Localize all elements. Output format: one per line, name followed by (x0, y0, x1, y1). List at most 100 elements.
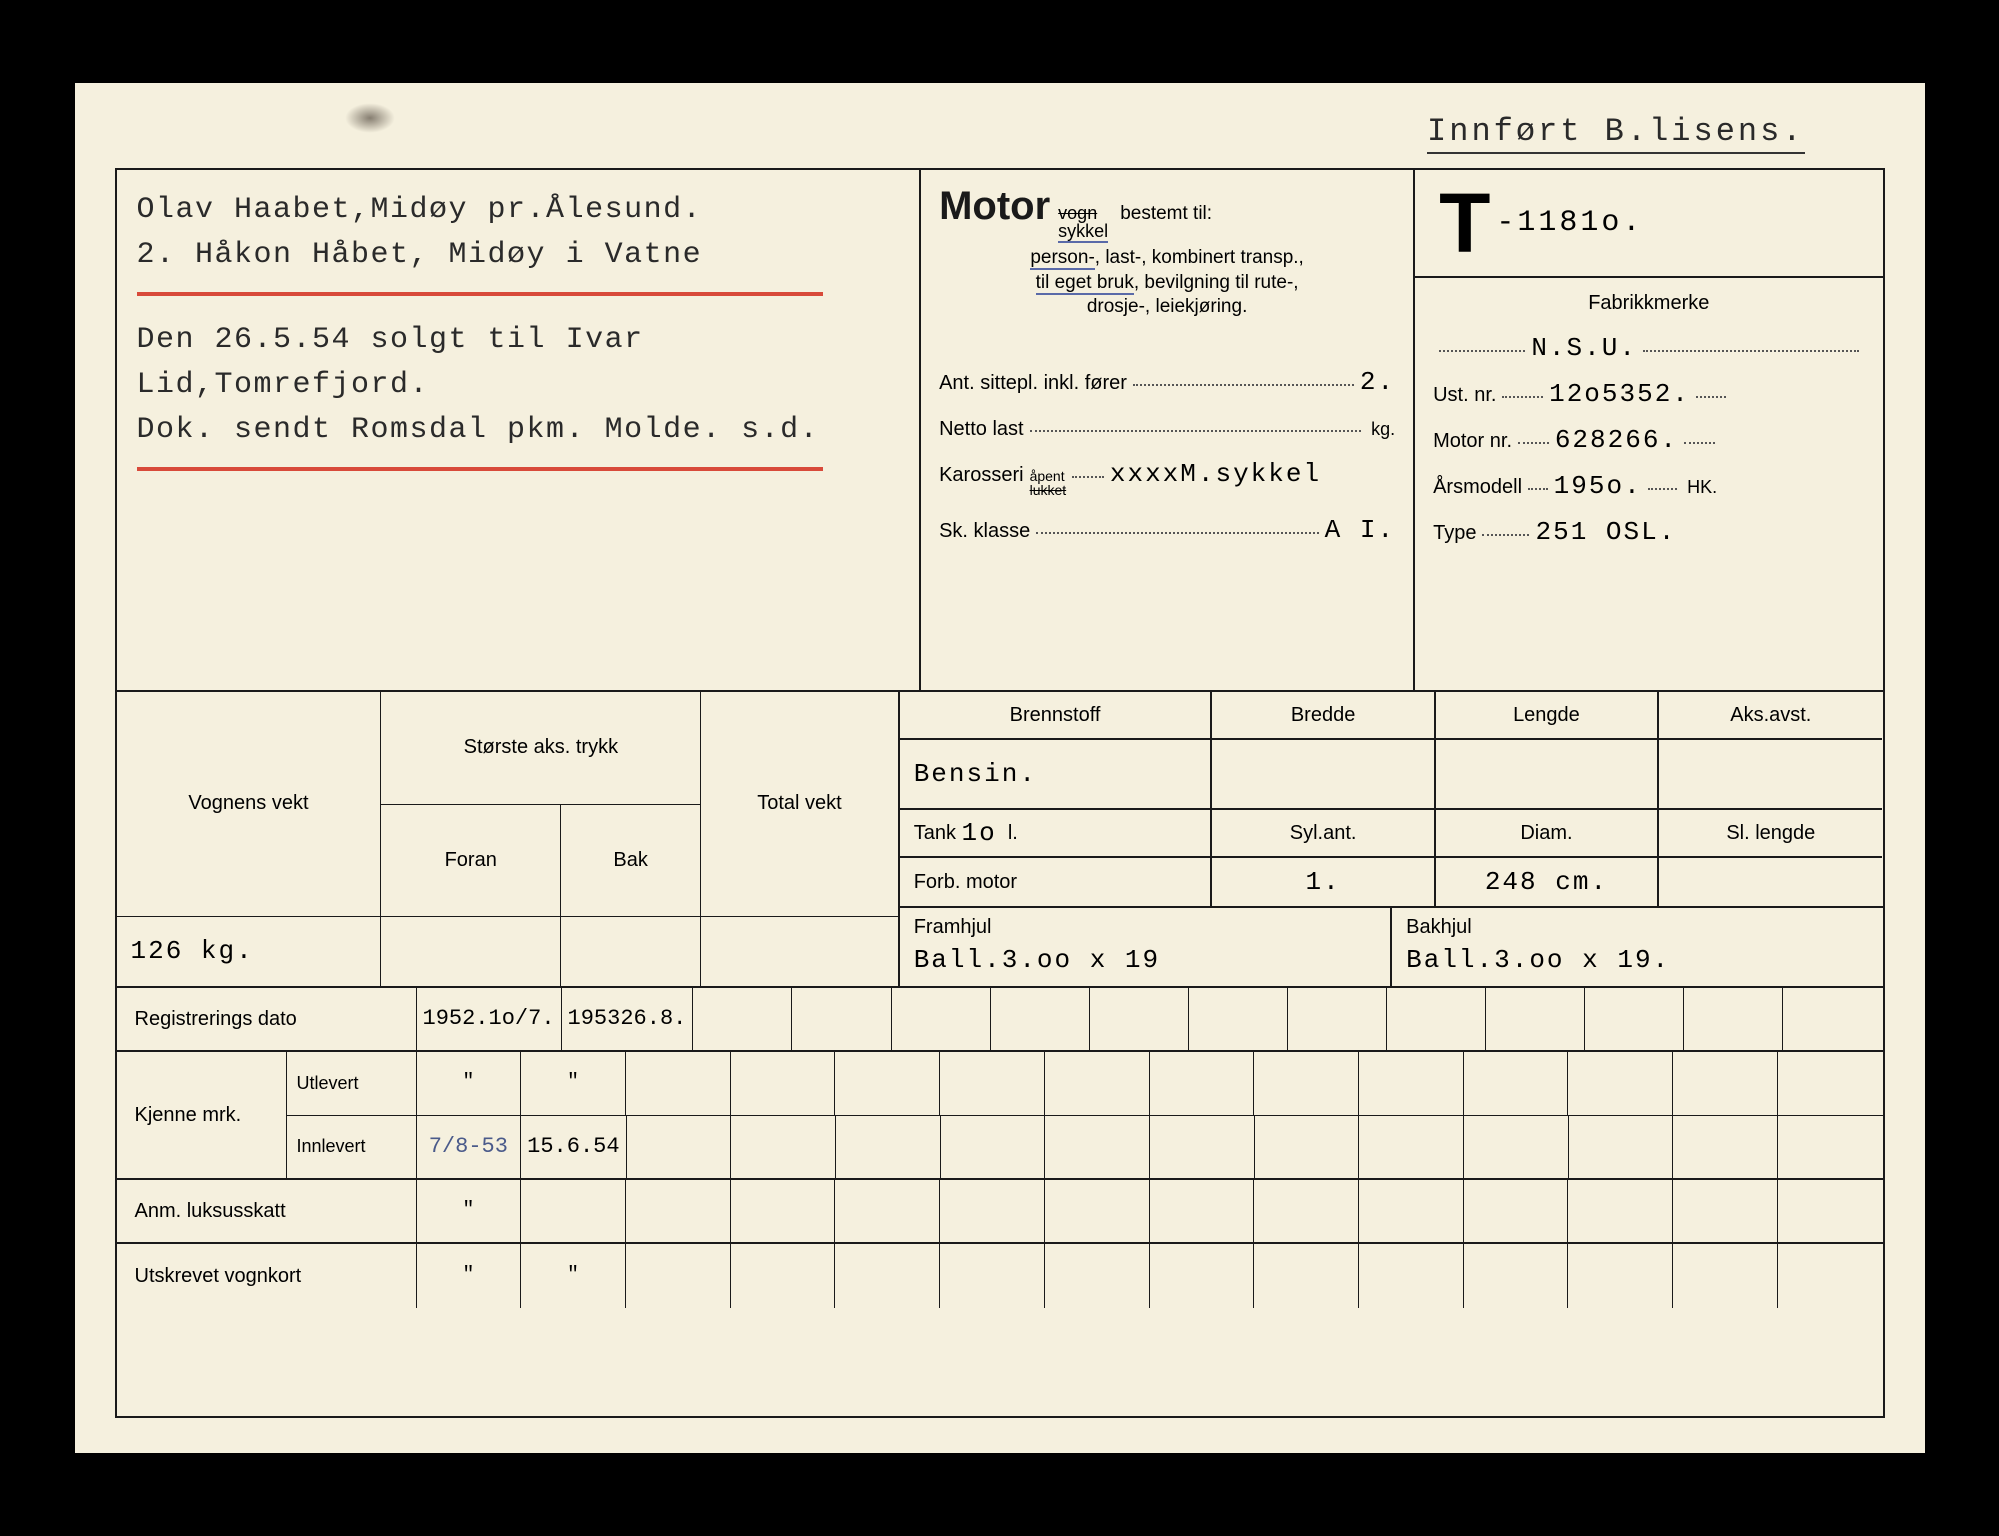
storste-label: Største aks. trykk (381, 691, 701, 804)
aksavst-value (1659, 740, 1882, 810)
diam-value: 248 cm. (1485, 867, 1608, 897)
vognens-value: 126 kg. (117, 916, 381, 986)
red-separator-2 (137, 467, 823, 471)
bestemt-label: bestemt til: (1120, 203, 1212, 225)
framhjul-value: Ball.3.oo x 19 (914, 945, 1376, 975)
registration-card: Innført B.lisens. Olav Haabet,Midøy pr.Å… (75, 83, 1925, 1453)
bredde-value (1212, 740, 1435, 810)
bottom-section: Registrerings dato 1952.1o/7. 195326.8. … (117, 986, 1883, 1308)
utlevert-cell-2: " (521, 1052, 626, 1115)
fabrikk-box: Fabrikkmerke N.S.U. Ust. nr. 12o5352. Mo… (1415, 278, 1882, 577)
bakhjul-cell: Bakhjul Ball.3.oo x 19. (1392, 908, 1882, 986)
main-frame: Olav Haabet,Midøy pr.Ålesund. 2. Håkon H… (115, 168, 1885, 1418)
desc-eget: til eget bruk (1036, 272, 1134, 295)
utlevert-cell-1: " (417, 1052, 522, 1115)
kaross-lukket: lukket (1030, 482, 1067, 498)
anm-cell-1: " (417, 1180, 522, 1242)
sk-value: A I. (1325, 515, 1395, 545)
tank-value: 1o (962, 818, 997, 848)
sylant-header: Syl.ant. (1212, 810, 1435, 858)
total-value (701, 916, 898, 986)
kjenne-label: Kjenne mrk. (117, 1052, 287, 1178)
red-separator-1 (137, 292, 823, 296)
motor-fields: Ant. sittepl. inkl. fører 2. Netto last … (921, 339, 1413, 573)
motor-box: Motor vogn sykkel bestemt til: person-, … (921, 170, 1415, 690)
uts-cell-1: " (417, 1244, 522, 1308)
utlevert-label: Utlevert (287, 1052, 417, 1115)
motornr-label: Motor nr. (1433, 430, 1512, 453)
registration-box: T -1181o. Fabrikkmerke N.S.U. Ust. nr. 1… (1415, 170, 1882, 690)
sk-label: Sk. klasse (939, 520, 1030, 543)
kjenne-row: Kjenne mrk. Utlevert " " Innlevert (117, 1052, 1883, 1180)
uts-row: Utskrevet vognkort " " (117, 1244, 1883, 1308)
motor-sub-struck: vogn (1058, 203, 1097, 223)
weight-table: Vognens vekt Største aks. trykk Total ve… (117, 690, 898, 986)
sittepl-value: 2. (1360, 367, 1395, 397)
owner-line-4: Dok. sendt Romsdal pkm. Molde. s.d. (137, 408, 900, 453)
owner-line-3: Den 26.5.54 solgt til Ivar Lid,Tomrefjor… (137, 318, 900, 408)
ars-value: 195o. (1554, 471, 1642, 501)
regdato-row: Registrerings dato 1952.1o/7. 195326.8. (117, 988, 1883, 1052)
sllengde-header: Sl. lengde (1659, 810, 1882, 858)
motor-sub-kept: sykkel (1058, 221, 1108, 243)
type-label: Type (1433, 522, 1476, 545)
bredde-header: Bredde (1212, 692, 1435, 740)
diam-header: Diam. (1436, 810, 1659, 858)
sylant-value: 1. (1305, 867, 1340, 897)
brennstoff-header: Brennstoff (900, 692, 1213, 740)
bakhjul-label: Bakhjul (1406, 916, 1868, 939)
foran-label: Foran (381, 804, 561, 916)
uts-cell-2: " (521, 1244, 626, 1308)
regdato-label: Registrerings dato (117, 988, 417, 1050)
sittepl-label: Ant. sittepl. inkl. fører (939, 372, 1127, 395)
lengde-header: Lengde (1436, 692, 1659, 740)
framhjul-label: Framhjul (914, 916, 1376, 939)
lengde-value (1436, 740, 1659, 810)
upper-section: Olav Haabet,Midøy pr.Ålesund. 2. Håkon H… (117, 170, 1883, 690)
anm-row: Anm. luksusskatt " (117, 1180, 1883, 1244)
framhjul-cell: Framhjul Ball.3.oo x 19 (900, 908, 1392, 986)
ust-label: Ust. nr. (1433, 384, 1496, 407)
aksavst-header: Aks.avst. (1659, 692, 1882, 740)
motor-desc-3: drosje-, leiekjøring. (1087, 296, 1248, 317)
bak-label: Bak (560, 804, 700, 916)
owner-line-1: Olav Haabet,Midøy pr.Ålesund. (137, 188, 900, 233)
fabrikk-title: Fabrikkmerke (1433, 292, 1864, 315)
uts-label: Utskrevet vognkort (117, 1244, 417, 1308)
owner-box: Olav Haabet,Midøy pr.Ålesund. 2. Håkon H… (117, 170, 922, 690)
weight-table-box: Vognens vekt Største aks. trykk Total ve… (117, 690, 900, 986)
bak-value (560, 916, 700, 986)
reg-prefix: T (1439, 175, 1490, 272)
motor-desc-2-rest: , bevilgning til rute-, (1134, 272, 1299, 293)
netto-suffix: kg. (1371, 419, 1395, 440)
vognens-label: Vognens vekt (117, 691, 381, 916)
regdato-cell-1: 1952.1o/7. (417, 988, 562, 1050)
paper-smudge (345, 103, 395, 133)
license-stamp: Innført B.lisens. (1427, 113, 1804, 154)
merke-value: N.S.U. (1531, 333, 1637, 363)
owner-line-2: 2. Håkon Håbet, Midøy i Vatne (137, 233, 900, 278)
measurements-box: Brennstoff Bredde Lengde Aks.avst. Bensi… (900, 690, 1883, 986)
kaross-value: xxxxM.sykkel (1110, 459, 1321, 489)
kaross-label: Karosseri (939, 464, 1023, 487)
tank-label: Tank (914, 822, 956, 845)
reg-number-box: T -1181o. (1415, 170, 1882, 278)
bakhjul-value: Ball.3.oo x 19. (1406, 945, 1868, 975)
motor-title: Motor (939, 184, 1050, 229)
innlevert-label: Innlevert (287, 1116, 417, 1179)
ars-label: Årsmodell (1433, 476, 1522, 499)
innlevert-cell-1: 7/8-53 (417, 1116, 522, 1179)
sllengde-value (1659, 858, 1882, 906)
desc-person: person- (1030, 247, 1094, 270)
mid-section: Vognens vekt Største aks. trykk Total ve… (117, 690, 1883, 986)
motor-header: Motor vogn sykkel bestemt til: person-, … (921, 170, 1413, 339)
reg-number: -1181o. (1496, 206, 1643, 240)
regdato-cell-2: 195326.8. (562, 988, 694, 1050)
motor-desc-1-rest: , last-, kombinert transp., (1095, 247, 1304, 268)
tank-suffix: l. (1008, 822, 1018, 845)
innlevert-cell-2: 15.6.54 (521, 1116, 626, 1179)
brennstoff-value: Bensin. (914, 759, 1037, 789)
foran-value (381, 916, 561, 986)
total-label: Total vekt (701, 691, 898, 916)
type-value: 251 OSL. (1535, 517, 1676, 547)
